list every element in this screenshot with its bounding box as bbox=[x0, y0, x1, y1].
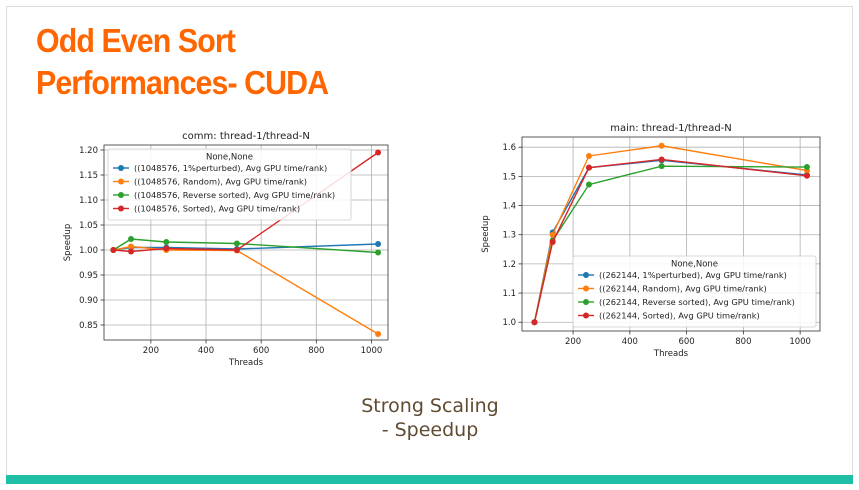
y-tick-label: 0.90 bbox=[79, 296, 98, 306]
data-point bbox=[375, 249, 382, 256]
legend-swatch-marker bbox=[583, 312, 589, 319]
data-point bbox=[658, 163, 665, 170]
x-axis-label: Threads bbox=[228, 358, 264, 368]
y-tick-label: 1.3 bbox=[502, 231, 516, 241]
data-point bbox=[110, 247, 117, 253]
x-tick-label: 800 bbox=[308, 346, 324, 356]
y-tick-label: 1.5 bbox=[502, 172, 516, 182]
x-tick-label: 200 bbox=[143, 346, 159, 356]
data-point bbox=[163, 239, 170, 245]
legend-entry: ((262144, Sorted), Avg GPU time/rank) bbox=[599, 311, 760, 321]
legend-entry: ((1048576, Random), Avg GPU time/rank) bbox=[134, 177, 307, 187]
legend-swatch-marker bbox=[118, 178, 124, 185]
y-tick-label: 0.95 bbox=[79, 271, 98, 281]
data-point bbox=[658, 142, 665, 149]
bottom-accent-bar bbox=[6, 475, 853, 484]
data-point bbox=[585, 152, 592, 159]
x-tick-label: 600 bbox=[678, 337, 694, 347]
axes-frame bbox=[521, 136, 821, 332]
legend-box bbox=[572, 255, 817, 328]
legend: None,None((262144, 1%perturbed), Avg GPU… bbox=[572, 255, 817, 328]
slide-title-line-1: Odd Even Sort bbox=[36, 22, 236, 59]
chart-title: main: thread-1/thread-N bbox=[610, 123, 732, 134]
y-tick-label: 1.05 bbox=[79, 221, 98, 231]
legend: None,None((1048576, 1%perturbed), Avg GP… bbox=[107, 148, 352, 221]
data-point bbox=[128, 236, 135, 242]
legend-title: None,None bbox=[671, 260, 718, 270]
data-point bbox=[531, 319, 538, 326]
slide-title-line-2: Performances- CUDA bbox=[36, 64, 329, 101]
data-point bbox=[803, 172, 810, 179]
caption-line-1: Strong Scaling bbox=[361, 395, 499, 417]
x-tick-label: 800 bbox=[735, 337, 751, 347]
y-tick-label: 1.4 bbox=[502, 202, 516, 212]
series-3 bbox=[110, 236, 382, 256]
x-tick-label: 200 bbox=[565, 337, 581, 347]
data-point bbox=[128, 248, 135, 255]
caption-line-2: - Speedup bbox=[381, 419, 479, 441]
y-tick-label: 0.85 bbox=[79, 321, 98, 331]
y-tick-label: 1.10 bbox=[79, 196, 98, 206]
legend-swatch-marker bbox=[118, 205, 124, 212]
data-point bbox=[233, 247, 240, 253]
legend-entry: ((262144, Random), Avg GPU time/rank) bbox=[599, 284, 767, 294]
legend-entry: ((1048576, Sorted), Avg GPU time/rank) bbox=[134, 204, 300, 214]
legend-entry: ((262144, 1%perturbed), Avg GPU time/ran… bbox=[599, 270, 787, 280]
legend-entry: ((1048576, Reverse sorted), Avg GPU time… bbox=[134, 190, 335, 200]
legend-box bbox=[107, 148, 352, 221]
data-point bbox=[128, 243, 135, 250]
legend-swatch-marker bbox=[583, 285, 589, 292]
y-axis-label: Speedup bbox=[63, 224, 73, 261]
x-tick-label: 1000 bbox=[361, 346, 383, 356]
x-axis-label: Threads bbox=[653, 349, 689, 359]
data-point bbox=[375, 149, 382, 156]
data-point bbox=[585, 181, 592, 188]
y-tick-label: 1.6 bbox=[502, 143, 516, 153]
data-point bbox=[163, 245, 170, 252]
data-point bbox=[658, 156, 665, 163]
slide-caption: Strong Scaling - Speedup bbox=[330, 394, 530, 442]
series-4 bbox=[531, 156, 810, 326]
data-point bbox=[549, 239, 556, 246]
main-speedup-chart: 200 400 600 800 1000 1.0 1.1 1.2 1.3 1.4 1.5 1.6 mai… bbox=[481, 123, 821, 359]
x-tick-label: 1000 bbox=[789, 337, 811, 347]
x-tick-label: 600 bbox=[253, 346, 269, 356]
data-point bbox=[233, 240, 240, 247]
x-tick-label: 400 bbox=[622, 337, 638, 347]
y-tick-label: 1.15 bbox=[79, 171, 98, 181]
slide-title: Odd Even Sort Performances- CUDA bbox=[36, 20, 329, 104]
y-tick-label: 1.00 bbox=[79, 246, 98, 256]
chart-title: comm: thread-1/thread-N bbox=[182, 131, 310, 142]
legend-entry: ((1048576, 1%perturbed), Avg GPU time/ra… bbox=[134, 163, 327, 173]
data-point bbox=[375, 241, 382, 247]
y-tick-label: 1.0 bbox=[502, 318, 516, 328]
legend-swatch-marker bbox=[583, 299, 589, 305]
x-tick-label: 400 bbox=[198, 346, 214, 356]
data-point bbox=[375, 331, 382, 337]
y-tick-label: 1.1 bbox=[502, 289, 516, 299]
legend-swatch-marker bbox=[583, 272, 589, 278]
comm-speedup-chart: 200 400 600 800 1000 0.85 0.90 0.95 1.00 1.05 1.10… bbox=[63, 131, 389, 368]
y-axis-label: Speedup bbox=[481, 215, 491, 252]
legend-entry: ((262144, Reverse sorted), Avg GPU time/… bbox=[599, 297, 795, 307]
axes-frame bbox=[103, 144, 389, 341]
legend-swatch-marker bbox=[118, 165, 124, 171]
y-tick-label: 1.2 bbox=[502, 260, 516, 270]
legend-swatch-marker bbox=[118, 192, 124, 198]
legend-title: None,None bbox=[206, 153, 253, 163]
y-tick-label: 1.20 bbox=[79, 146, 98, 156]
data-point bbox=[549, 231, 556, 238]
data-point bbox=[585, 164, 592, 171]
data-point bbox=[803, 164, 810, 171]
